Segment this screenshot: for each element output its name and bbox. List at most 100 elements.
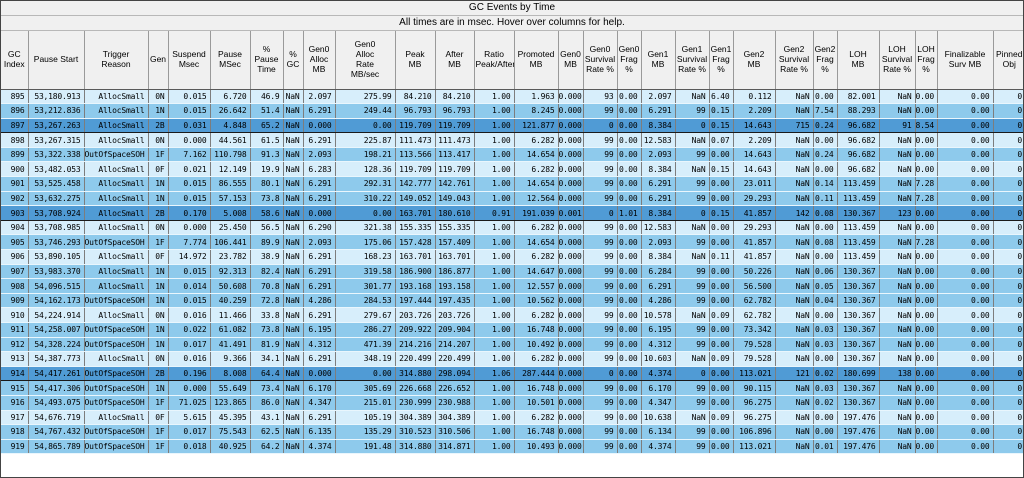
cell[interactable]: AllocSmall	[84, 351, 149, 367]
cell[interactable]: 0.08	[813, 205, 838, 221]
cell[interactable]: 1N	[148, 337, 169, 353]
cell[interactable]: 2B	[148, 365, 169, 382]
cell[interactable]: AllocSmall	[84, 307, 149, 323]
cell[interactable]: 6.291	[641, 278, 676, 294]
cell[interactable]: 11.466	[210, 307, 251, 323]
cell[interactable]: 0.00	[937, 395, 994, 411]
table-row[interactable]: 903 53,708.924 AllocSmall 2B 0.170 5.008 58.6 N…	[1, 205, 1023, 221]
cell[interactable]: 0N	[148, 307, 169, 323]
cell[interactable]: 0.000	[558, 234, 584, 251]
cell[interactable]: 6.282	[514, 307, 559, 323]
cell[interactable]: 0.00	[937, 103, 994, 119]
cell[interactable]: 0.03	[813, 380, 838, 396]
cell[interactable]: OutOfSpaceSOH	[84, 147, 149, 163]
cell[interactable]: 90.115	[733, 380, 776, 396]
cell[interactable]: 10.562	[514, 293, 559, 309]
cell[interactable]: 92.313	[210, 264, 251, 280]
cell[interactable]: 8.384	[641, 161, 676, 178]
cell[interactable]: NaN	[775, 103, 814, 119]
cell[interactable]: 56.5	[250, 220, 284, 236]
table-row[interactable]: 898 53,267.315 AllocSmall 0N 0.000 44.561 61.5…	[1, 132, 1023, 148]
cell[interactable]: 4.347	[303, 395, 336, 411]
cell[interactable]: NaN	[879, 410, 916, 426]
cell[interactable]: OutOfSpaceSOH	[84, 365, 149, 382]
cell[interactable]: 287.444	[514, 365, 559, 382]
cell[interactable]: 0.000	[558, 147, 584, 163]
cell[interactable]: 0.00	[709, 439, 734, 455]
cell[interactable]: 99	[675, 234, 710, 251]
cell[interactable]: 0	[993, 161, 1023, 178]
cell[interactable]: 106.896	[733, 424, 776, 440]
cell[interactable]: 0.00	[937, 220, 994, 236]
cell[interactable]: 46.9	[250, 89, 284, 105]
cell[interactable]: NaN	[879, 103, 916, 119]
cell[interactable]: NaN	[775, 380, 814, 396]
cell[interactable]: 1.00	[474, 161, 515, 178]
cell[interactable]: 0.00	[915, 307, 938, 323]
cell[interactable]: AllocSmall	[84, 278, 149, 294]
cell[interactable]: 0.000	[558, 307, 584, 323]
cell[interactable]: 6.170	[303, 380, 336, 396]
cell[interactable]: 0.000	[558, 176, 584, 192]
cell[interactable]: 906	[1, 249, 29, 265]
cell[interactable]: 53,212.836	[28, 103, 85, 119]
cell[interactable]: 310.506	[435, 424, 475, 440]
cell[interactable]: 53,482.053	[28, 161, 85, 178]
cell[interactable]: 53,632.275	[28, 191, 85, 207]
cell[interactable]: 70.8	[250, 278, 284, 294]
cell[interactable]: 142	[775, 205, 814, 221]
cell[interactable]: 45.395	[210, 410, 251, 426]
cell[interactable]: 0.00	[709, 278, 734, 294]
cell[interactable]: 348.19	[335, 351, 396, 367]
cell[interactable]: 12.583	[641, 220, 676, 236]
cell[interactable]: 1N	[148, 322, 169, 338]
cell[interactable]: 0.00	[915, 410, 938, 426]
cell[interactable]: 0N	[148, 351, 169, 367]
cell[interactable]: 62.5	[250, 424, 284, 440]
cell[interactable]: 180.699	[837, 365, 880, 382]
cell[interactable]: 41.857	[733, 234, 776, 251]
cell[interactable]: OutOfSpaceSOH	[84, 322, 149, 338]
cell[interactable]: NaN	[879, 278, 916, 294]
cell[interactable]: 71.025	[168, 395, 211, 411]
cell[interactable]: 6.291	[303, 176, 336, 192]
column-header[interactable]: Gen0 Alloc Rate MB/sec	[335, 31, 396, 90]
cell[interactable]: 163.701	[395, 205, 436, 221]
cell[interactable]: AllocSmall	[84, 249, 149, 265]
cell[interactable]: NaN	[775, 439, 814, 455]
cell[interactable]: 0.02	[813, 365, 838, 382]
cell[interactable]: 10.603	[641, 351, 676, 367]
cell[interactable]: NaN	[283, 191, 304, 207]
cell[interactable]: 157.409	[435, 234, 475, 251]
cell[interactable]: 89.9	[250, 234, 284, 251]
cell[interactable]: 0.031	[168, 117, 211, 134]
cell[interactable]: 40.259	[210, 293, 251, 309]
cell[interactable]: 0.00	[937, 278, 994, 294]
cell[interactable]: 0.00	[709, 424, 734, 440]
cell[interactable]: 1N	[148, 264, 169, 280]
cell[interactable]: 2.209	[733, 103, 776, 119]
cell[interactable]: 130.367	[837, 351, 880, 367]
cell[interactable]: 99	[583, 439, 618, 455]
cell[interactable]: 1N	[148, 293, 169, 309]
cell[interactable]: 0	[993, 307, 1023, 323]
cell[interactable]: NaN	[675, 132, 710, 148]
cell[interactable]: 54,767.432	[28, 424, 85, 440]
cell[interactable]: 0.00	[915, 278, 938, 294]
cell[interactable]: 14.972	[168, 249, 211, 265]
cell[interactable]: 12.149	[210, 161, 251, 178]
cell[interactable]: 8.384	[641, 117, 676, 134]
cell[interactable]: 79.528	[733, 337, 776, 353]
cell[interactable]: 6.291	[303, 410, 336, 426]
cell[interactable]: 0.15	[709, 103, 734, 119]
cell[interactable]: 4.848	[210, 117, 251, 134]
table-row[interactable]: 905 53,746.293 OutOfSpaceSOH 1F 7.774 106.441…	[1, 234, 1023, 251]
cell[interactable]: 99	[583, 351, 618, 367]
cell[interactable]: 0.00	[937, 117, 994, 134]
cell[interactable]: 4.286	[303, 293, 336, 309]
cell[interactable]: 96.793	[395, 103, 436, 119]
cell[interactable]: 0.03	[813, 337, 838, 353]
cell[interactable]: 142.777	[395, 176, 436, 192]
cell[interactable]: NaN	[283, 103, 304, 119]
cell[interactable]: 0	[993, 322, 1023, 338]
